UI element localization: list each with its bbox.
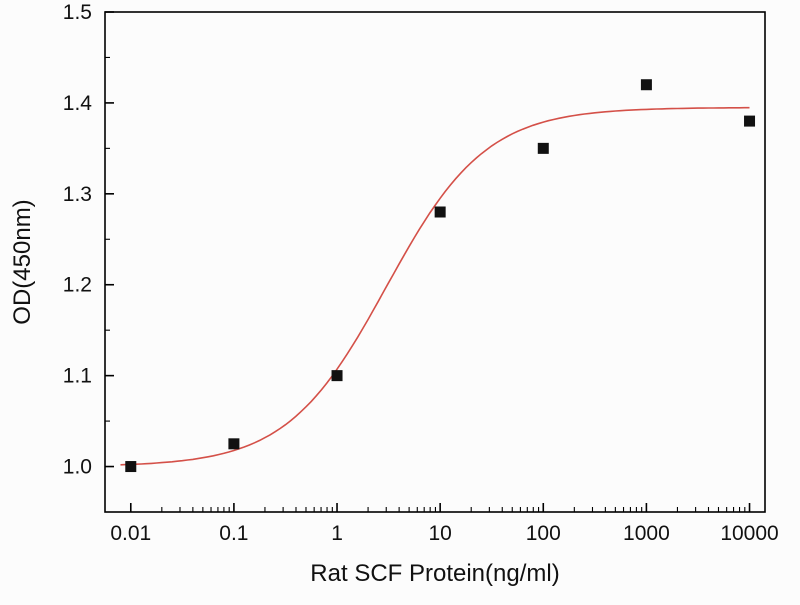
y-tick-label: 1.3 <box>63 183 92 206</box>
plot-frame <box>104 11 766 513</box>
x-tick-label: 1000 <box>623 522 670 545</box>
data-point <box>434 206 446 218</box>
data-point <box>125 461 137 473</box>
fit-curve <box>120 106 750 466</box>
data-point <box>537 142 549 154</box>
y-tick-label: 1.0 <box>63 456 92 479</box>
x-tick-label: 10000 <box>720 522 778 545</box>
y-tick-label: 1.4 <box>63 92 93 115</box>
x-tick-label: 1 <box>331 522 343 545</box>
x-axis-label: Rat SCF Protein(ng/ml) <box>310 560 559 587</box>
x-tick-label: 0.1 <box>219 522 248 545</box>
y-tick-label: 1.1 <box>63 365 92 388</box>
y-tick-label: 1.5 <box>63 1 92 24</box>
x-tick-label: 0.01 <box>110 522 151 545</box>
data-point <box>744 115 756 127</box>
y-axis-label: OD(450nm) <box>9 199 36 324</box>
y-tick-label: 1.2 <box>63 274 92 297</box>
data-point <box>640 79 652 91</box>
data-point <box>228 438 240 450</box>
x-tick-label: 10 <box>428 522 451 545</box>
data-point <box>331 370 343 382</box>
x-tick-label: 100 <box>526 522 561 545</box>
